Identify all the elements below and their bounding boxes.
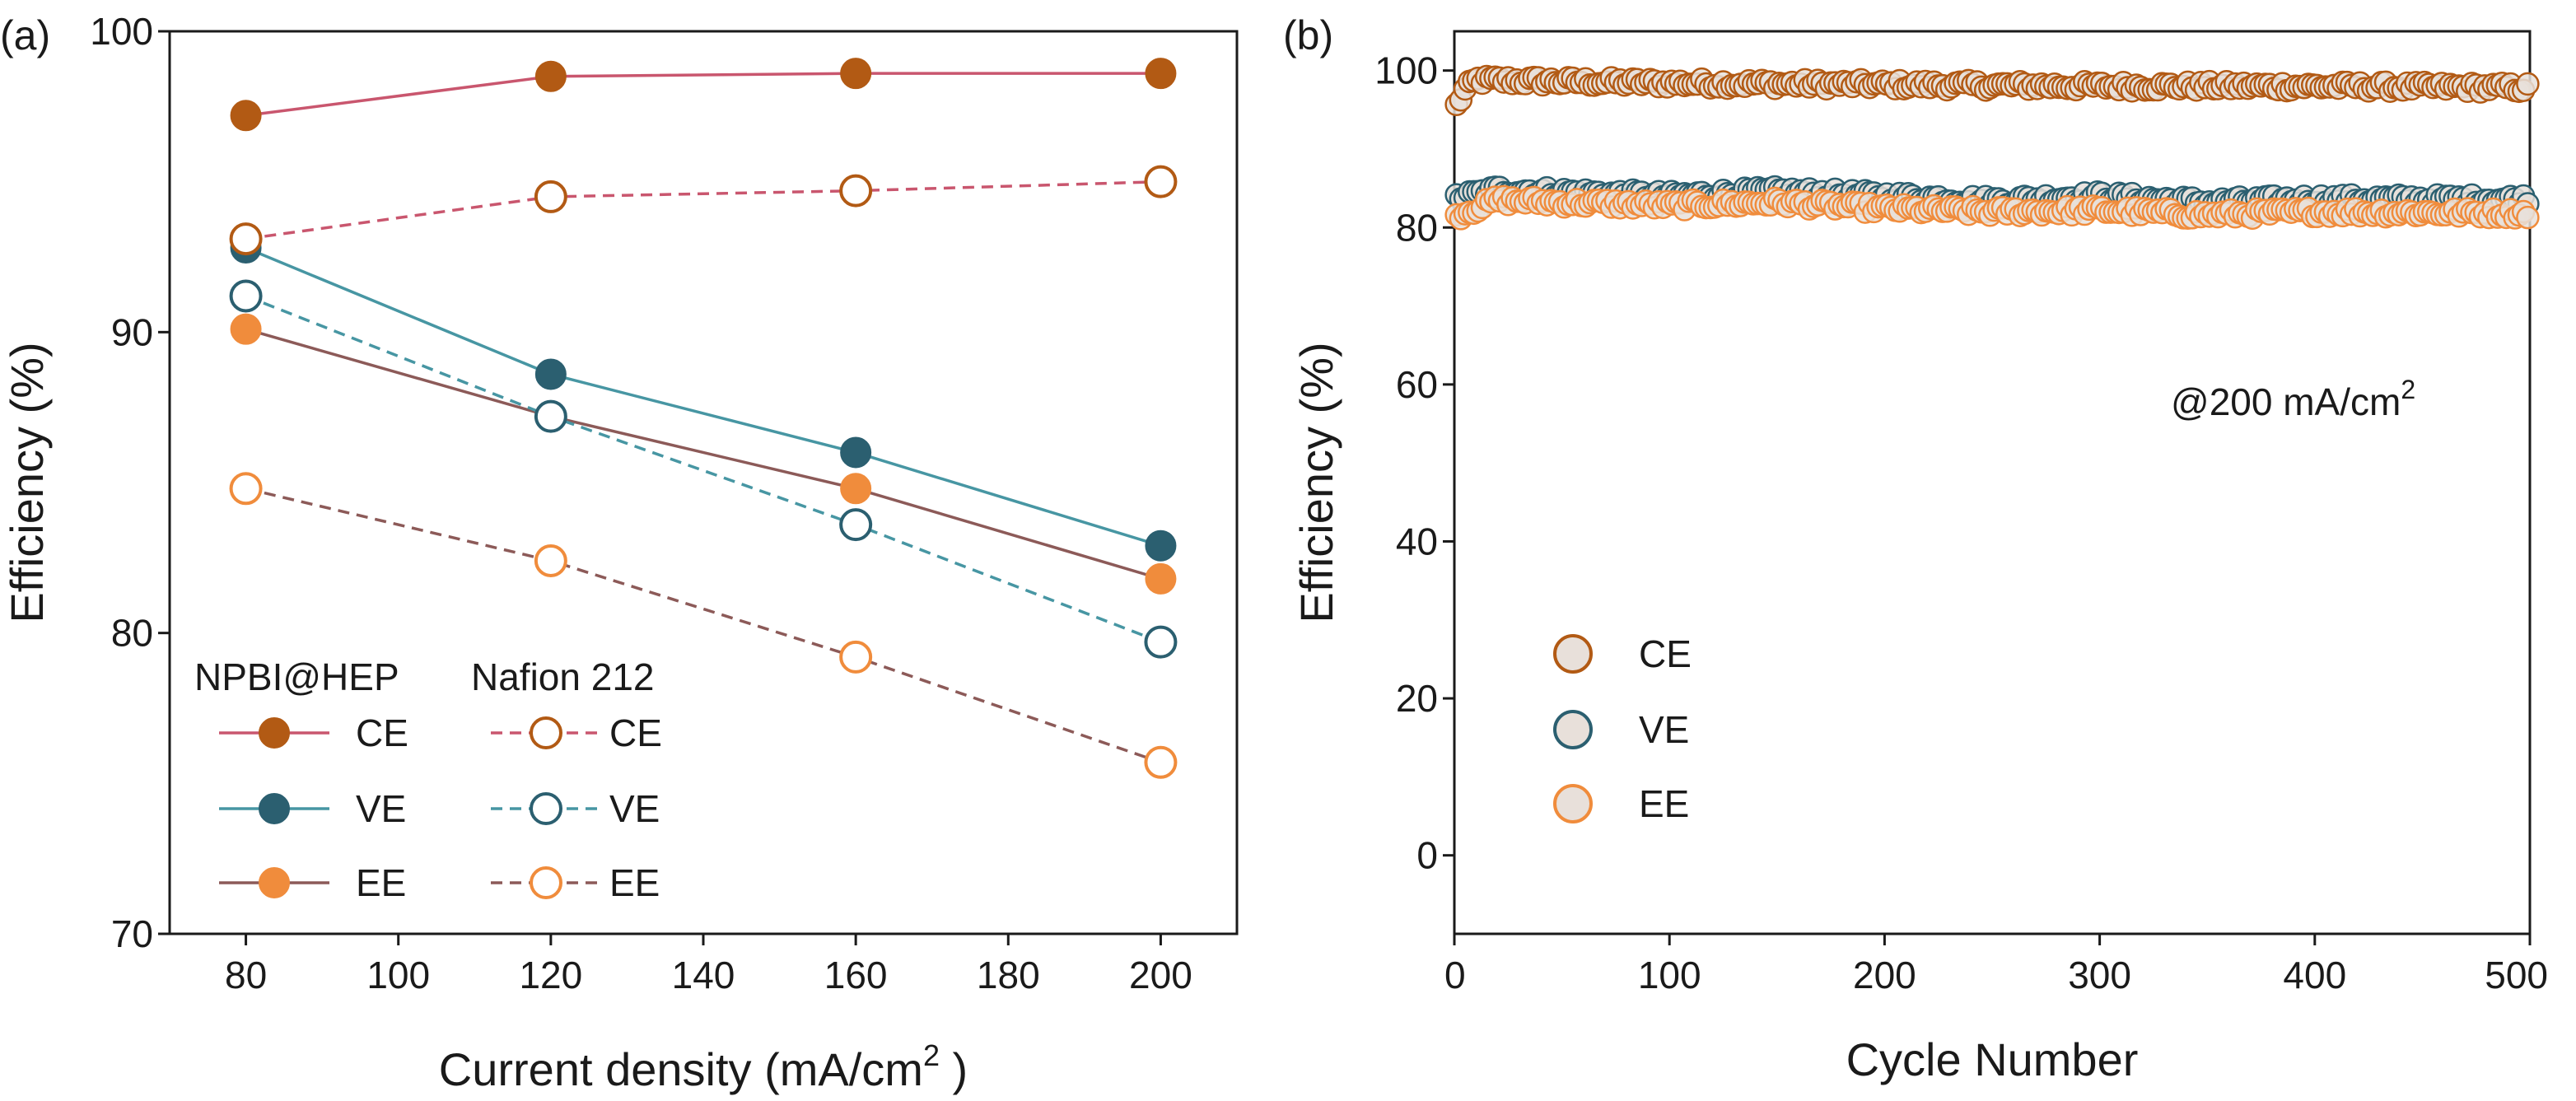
panel-b-legend: CE VE EE xyxy=(1553,632,1692,825)
point-npbi-ce-200 xyxy=(1145,58,1177,90)
legend-label-nafion-ce: CE xyxy=(609,711,662,754)
b-x-tick-label-400: 400 xyxy=(2283,954,2346,996)
panel-a-legend: NPBI@HEP Nafion 212 CE VE EE CE VE EE xyxy=(194,655,662,904)
point-nafion-ce-160 xyxy=(839,174,873,208)
point-nafion-ce-200 xyxy=(1144,165,1178,198)
series-line-nafion-ve xyxy=(245,294,1162,644)
legend-group-title-npbi: NPBI@HEP xyxy=(194,655,399,698)
panel-a-x-ticks: 80 100 120 140 160 180 200 xyxy=(225,934,1192,996)
legend-marker-nafion-ce xyxy=(530,716,562,749)
point-npbi-ve-200 xyxy=(1145,530,1177,562)
point-nafion-ee-160 xyxy=(839,640,873,674)
panel-a-label: (a) xyxy=(0,12,50,58)
point-nafion-ce-120 xyxy=(534,180,567,213)
legend-label-npbi-ee: EE xyxy=(356,861,406,904)
point-npbi-ee-80 xyxy=(230,313,262,345)
x-tick-label-160: 160 xyxy=(824,954,888,996)
panel-b: (b) 0 100 200 300 400 500 0 20 40 60 80 100 Cycle … xyxy=(1283,12,2548,1085)
b-y-tick-label-80: 80 xyxy=(1396,206,1438,249)
panel-a-data-points xyxy=(229,58,1178,779)
panel-b-x-ticks: 0 100 200 300 400 500 xyxy=(1444,934,2548,996)
legend-marker-npbi-ce xyxy=(259,717,290,749)
panel-a-series-lines xyxy=(245,72,1162,764)
point-nafion-ee-200 xyxy=(1144,745,1178,779)
point-npbi-ce-80 xyxy=(230,100,262,132)
b-y-tick-label-20: 20 xyxy=(1396,677,1438,720)
panel-b-annotation: @200 mA/cm2 xyxy=(2171,375,2415,423)
b-y-tick-label-40: 40 xyxy=(1396,520,1438,562)
point-npbi-ve-160 xyxy=(840,436,872,469)
panel-b-x-axis-label: Cycle Number xyxy=(1846,1033,2139,1085)
panel-a-frame xyxy=(168,30,1239,935)
panel-b-scatter-points xyxy=(1444,64,2540,231)
series-line-nafion-ee xyxy=(245,487,1161,764)
legend-marker-npbi-ee xyxy=(259,867,290,898)
x-tick-label-120: 120 xyxy=(519,954,582,996)
b-x-tick-label-100: 100 xyxy=(1638,954,1701,996)
series-line-npbi-ve xyxy=(245,246,1161,548)
point-nafion-ee-80 xyxy=(229,472,263,506)
panel-a: (a) 80 100 120 140 160 180 200 70 80 90 100 Curre… xyxy=(0,10,1239,1095)
scatter-point-ee xyxy=(2516,205,2540,230)
panel-b-y-ticks: 0 20 40 60 80 100 xyxy=(1374,49,1454,877)
point-npbi-ee-200 xyxy=(1145,562,1177,595)
y-tick-label-80: 80 xyxy=(111,612,153,655)
x-tick-label-100: 100 xyxy=(366,954,430,996)
x-tick-label-200: 200 xyxy=(1129,954,1192,996)
panel-b-y-axis-label: Efficiency (%) xyxy=(1290,342,1342,623)
point-npbi-ce-120 xyxy=(534,60,567,92)
point-nafion-ve-200 xyxy=(1144,625,1178,659)
point-nafion-ve-80 xyxy=(229,279,263,313)
b-x-tick-label-0: 0 xyxy=(1444,954,1466,996)
b-legend-label-ee: EE xyxy=(1639,782,1689,825)
panel-a-y-axis-label: Efficiency (%) xyxy=(1,342,53,623)
point-nafion-ve-160 xyxy=(839,508,873,542)
panel-b-frame xyxy=(1453,30,2532,935)
panel-b-label: (b) xyxy=(1283,12,1333,58)
b-legend-marker-ee xyxy=(1553,784,1593,823)
x-tick-label-180: 180 xyxy=(977,954,1040,996)
scatter-point-ce xyxy=(2516,72,2540,96)
point-nafion-ee-120 xyxy=(534,544,567,577)
series-line-npbi-ee xyxy=(245,327,1161,581)
b-legend-label-ve: VE xyxy=(1639,708,1689,751)
series-line-npbi-ce xyxy=(245,72,1161,118)
legend-label-npbi-ve: VE xyxy=(356,787,406,830)
legend-label-nafion-ee: EE xyxy=(609,861,660,904)
legend-marker-npbi-ve xyxy=(259,793,290,824)
panel-a-y-ticks: 70 80 90 100 xyxy=(90,10,170,955)
point-npbi-ve-120 xyxy=(534,358,567,390)
b-legend-marker-ve xyxy=(1553,710,1593,749)
b-x-tick-label-200: 200 xyxy=(1853,954,1916,996)
legend-label-npbi-ce: CE xyxy=(356,711,408,754)
y-tick-label-100: 100 xyxy=(90,10,153,53)
legend-label-nafion-ve: VE xyxy=(609,787,660,830)
panel-a-x-axis-label: Current density (mA/cm2 ) xyxy=(439,1038,968,1095)
b-y-tick-label-60: 60 xyxy=(1396,363,1438,406)
b-legend-label-ce: CE xyxy=(1639,632,1692,675)
point-npbi-ee-160 xyxy=(840,473,872,505)
legend-marker-nafion-ee xyxy=(530,866,562,899)
y-tick-label-90: 90 xyxy=(111,310,153,353)
b-x-tick-label-300: 300 xyxy=(2068,954,2131,996)
point-nafion-ce-80 xyxy=(229,222,263,256)
b-y-tick-label-100: 100 xyxy=(1374,49,1438,92)
legend-marker-nafion-ve xyxy=(530,792,562,825)
x-tick-label-80: 80 xyxy=(225,954,267,996)
series-line-nafion-ce xyxy=(245,180,1161,240)
y-tick-label-70: 70 xyxy=(111,912,153,955)
legend-group-title-nafion: Nafion 212 xyxy=(471,655,655,698)
b-y-tick-label-0: 0 xyxy=(1416,834,1438,877)
point-npbi-ce-160 xyxy=(840,58,872,90)
point-nafion-ve-120 xyxy=(534,399,567,433)
b-x-tick-label-500: 500 xyxy=(2485,954,2548,996)
b-legend-marker-ce xyxy=(1553,634,1593,674)
x-tick-label-140: 140 xyxy=(672,954,735,996)
